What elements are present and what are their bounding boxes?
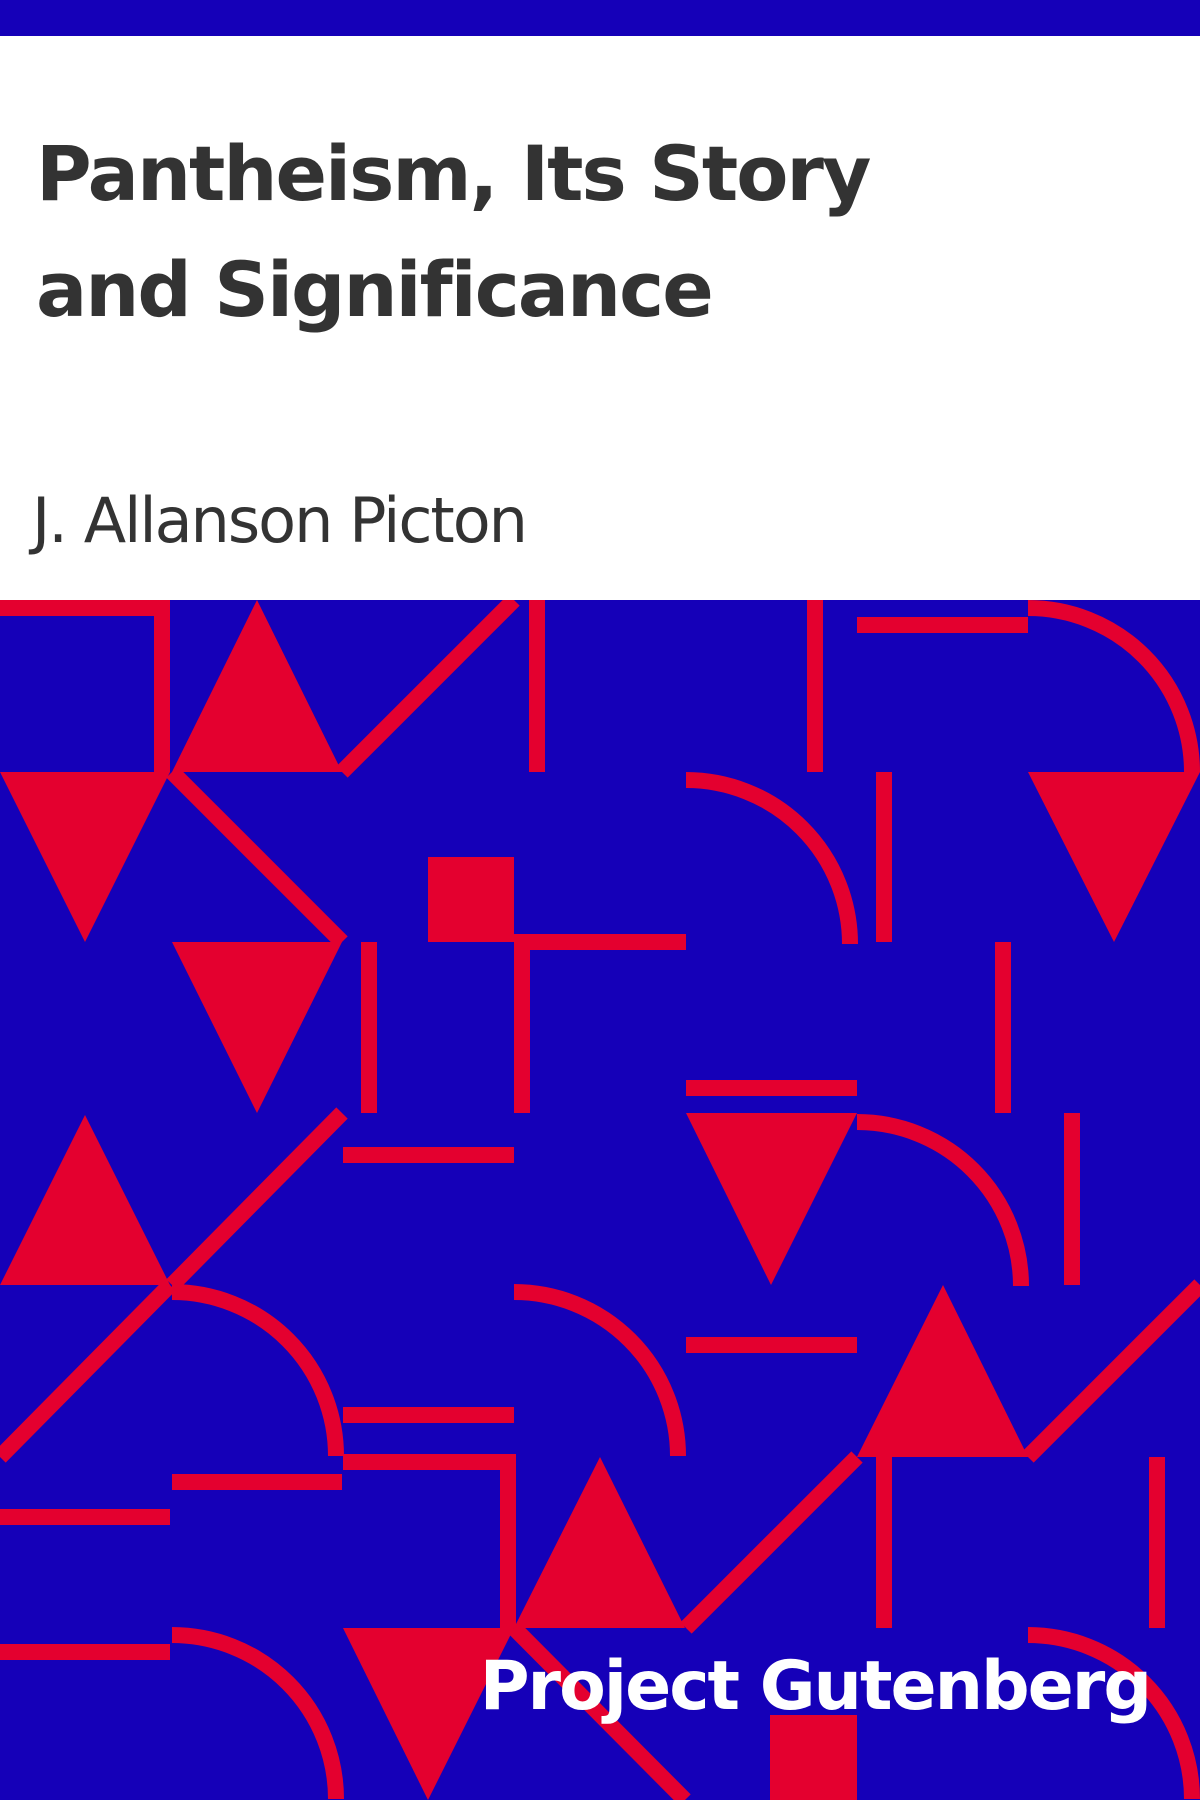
diagonal-bar xyxy=(166,1107,348,1291)
geometric-pattern xyxy=(0,600,1200,1800)
triangle-down xyxy=(0,772,170,942)
arc xyxy=(171,1627,344,1800)
diagonal-bar xyxy=(1022,1279,1200,1463)
pattern-triangles xyxy=(0,600,1200,1800)
corner-bar xyxy=(514,934,686,1113)
arc xyxy=(685,772,858,945)
square xyxy=(428,857,514,942)
triangle-up xyxy=(172,600,342,772)
corner-bar xyxy=(343,1454,516,1628)
pattern-lines xyxy=(0,600,1200,1800)
top-color-band xyxy=(0,0,1200,36)
triangle-up xyxy=(857,1285,1028,1457)
diagonal-bar xyxy=(680,1451,863,1634)
book-title: Pantheism, Its Story and Significance xyxy=(36,129,871,334)
title-panel: Pantheism, Its Story and Significance J.… xyxy=(0,36,1200,600)
publisher-label: Project Gutenberg xyxy=(479,1647,1152,1726)
diagonal-bar xyxy=(166,766,348,948)
arc xyxy=(513,1284,686,1457)
triangle-up xyxy=(514,1457,685,1628)
triangle-down xyxy=(172,942,342,1113)
triangle-down xyxy=(343,1628,514,1800)
triangle-down xyxy=(1028,772,1200,942)
arc xyxy=(171,1284,344,1457)
triangle-down xyxy=(686,1113,857,1285)
diagonal-bar xyxy=(508,1622,691,1800)
square xyxy=(770,1715,857,1800)
arc xyxy=(856,1114,1029,1287)
arc xyxy=(1027,1627,1200,1800)
diagonal-bar xyxy=(336,600,520,778)
book-author: J. Allanson Picton xyxy=(32,484,528,557)
triangle-up xyxy=(0,1115,170,1285)
arc xyxy=(1027,600,1200,773)
corner-bar xyxy=(0,600,170,772)
diagonal-bar xyxy=(0,1279,176,1463)
